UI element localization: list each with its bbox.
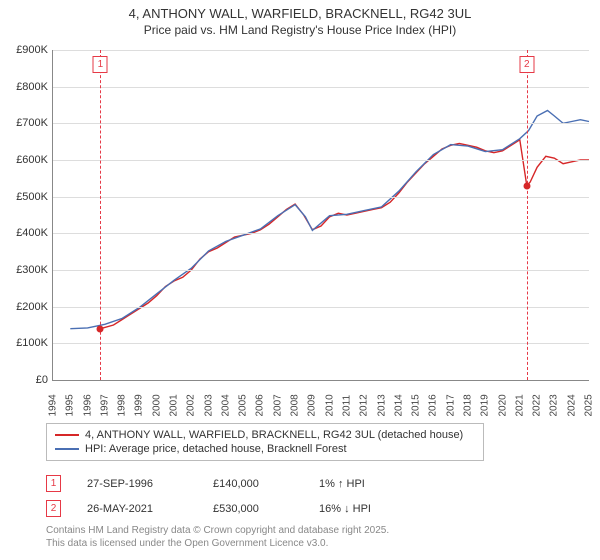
y-axis-label: £400K [3, 227, 48, 239]
x-axis-label: 2021 [514, 405, 525, 417]
x-axis-label: 2006 [255, 405, 266, 417]
x-axis-label: 2004 [220, 405, 231, 417]
footer-line: Contains HM Land Registry data © Crown c… [46, 524, 389, 537]
x-axis-label: 1998 [117, 405, 128, 417]
x-axis-label: 2022 [532, 405, 543, 417]
x-axis-label: 2014 [393, 405, 404, 417]
y-axis-label: £900K [3, 44, 48, 56]
x-axis-label: 2018 [462, 405, 473, 417]
sales-row: 1 27-SEP-1996 £140,000 1% ↑ HPI [46, 471, 399, 496]
footer-attribution: Contains HM Land Registry data © Crown c… [46, 524, 389, 550]
x-axis-label: 2020 [497, 405, 508, 417]
legend-label: HPI: Average price, detached house, Brac… [85, 443, 347, 455]
legend-row: HPI: Average price, detached house, Brac… [55, 442, 475, 456]
y-axis-label: £300K [3, 264, 48, 276]
legend-box: 4, ANTHONY WALL, WARFIELD, BRACKNELL, RG… [46, 423, 484, 461]
sale-badge-icon: 2 [46, 500, 61, 517]
x-axis-label: 2000 [151, 405, 162, 417]
legend-row: 4, ANTHONY WALL, WARFIELD, BRACKNELL, RG… [55, 428, 475, 442]
sale-date: 27-SEP-1996 [87, 478, 187, 490]
x-axis-label: 2007 [272, 405, 283, 417]
y-axis-label: £0 [3, 374, 48, 386]
sales-table: 1 27-SEP-1996 £140,000 1% ↑ HPI 2 26-MAY… [46, 471, 399, 521]
x-axis-label: 2015 [411, 405, 422, 417]
sale-badge-icon: 2 [519, 56, 534, 73]
x-axis-label: 2003 [203, 405, 214, 417]
x-axis-label: 2011 [341, 405, 352, 417]
x-axis-label: 2023 [549, 405, 560, 417]
x-axis-label: 2019 [480, 405, 491, 417]
x-axis-label: 2024 [566, 405, 577, 417]
x-axis-label: 1995 [65, 405, 76, 417]
sale-reference-line [527, 50, 528, 380]
x-axis-label: 2009 [307, 405, 318, 417]
series-line [70, 111, 589, 329]
sale-badge-icon: 1 [46, 475, 61, 492]
y-axis-label: £800K [3, 81, 48, 93]
sale-badge-icon: 1 [93, 56, 108, 73]
x-axis-label: 1999 [134, 405, 145, 417]
chart-svg [53, 50, 589, 380]
sale-marker-icon [97, 325, 104, 332]
x-axis-label: 2016 [428, 405, 439, 417]
sale-date: 26-MAY-2021 [87, 503, 187, 515]
y-axis-label: £600K [3, 154, 48, 166]
sales-row: 2 26-MAY-2021 £530,000 16% ↓ HPI [46, 496, 399, 521]
x-axis-label: 2005 [238, 405, 249, 417]
x-axis-label: 2001 [169, 405, 180, 417]
chart-plot-area: £0£100K£200K£300K£400K£500K£600K£700K£80… [52, 50, 589, 381]
x-axis-label: 1996 [82, 405, 93, 417]
legend-swatch [55, 448, 79, 450]
x-axis-label: 1997 [99, 405, 110, 417]
y-axis-label: £200K [3, 301, 48, 313]
footer-line: This data is licensed under the Open Gov… [46, 537, 389, 550]
sale-marker-icon [523, 182, 530, 189]
chart-subtitle: Price paid vs. HM Land Registry's House … [0, 21, 600, 37]
y-axis-label: £100K [3, 337, 48, 349]
x-axis-label: 1994 [48, 405, 59, 417]
y-axis-label: £700K [3, 117, 48, 129]
legend-label: 4, ANTHONY WALL, WARFIELD, BRACKNELL, RG… [85, 429, 463, 441]
chart-container: 4, ANTHONY WALL, WARFIELD, BRACKNELL, RG… [0, 0, 600, 560]
x-axis-label: 2002 [186, 405, 197, 417]
sale-diff: 1% ↑ HPI [319, 478, 399, 490]
x-axis-label: 2017 [445, 405, 456, 417]
x-axis-label: 2025 [584, 405, 595, 417]
chart-title: 4, ANTHONY WALL, WARFIELD, BRACKNELL, RG… [0, 0, 600, 21]
sale-price: £530,000 [213, 503, 293, 515]
sale-price: £140,000 [213, 478, 293, 490]
x-axis-label: 2010 [324, 405, 335, 417]
y-axis-label: £500K [3, 191, 48, 203]
x-axis-label: 2008 [290, 405, 301, 417]
x-axis-label: 2013 [376, 405, 387, 417]
sale-diff: 16% ↓ HPI [319, 503, 399, 515]
legend-swatch [55, 434, 79, 436]
x-axis-label: 2012 [359, 405, 370, 417]
